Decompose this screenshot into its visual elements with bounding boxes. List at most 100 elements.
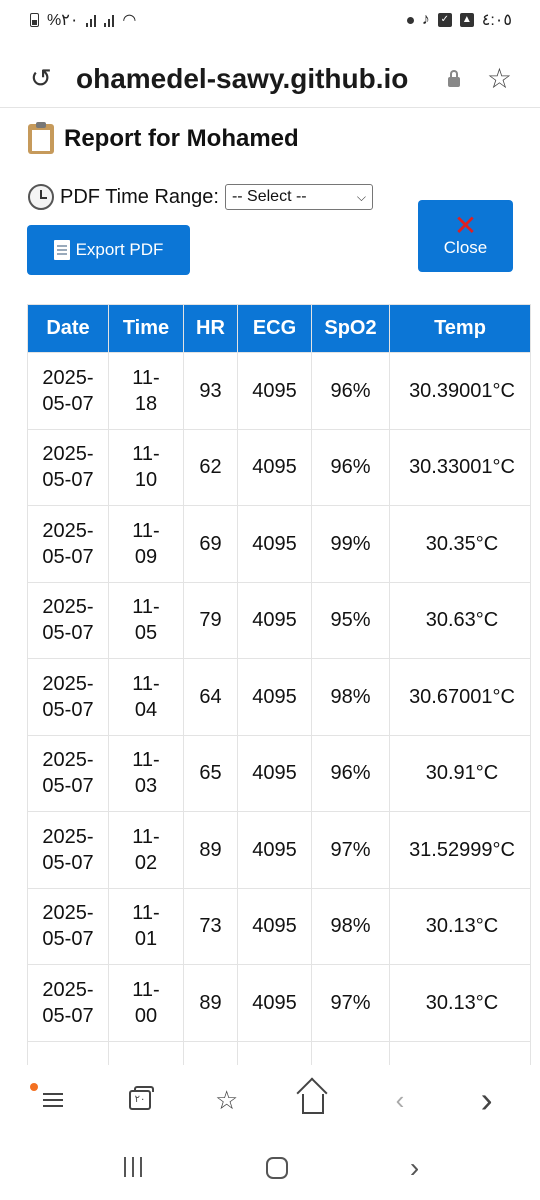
signal-icon-2 bbox=[104, 13, 115, 27]
reload-icon[interactable]: ↺ bbox=[30, 63, 52, 93]
cell-ecg: 4095 bbox=[237, 658, 312, 736]
cell-ecg: 4095 bbox=[237, 505, 312, 583]
cell-temp: 30.13°C bbox=[389, 887, 531, 965]
cell-hr: 65 bbox=[183, 734, 238, 812]
cell-temp: 30.13°C bbox=[389, 964, 531, 1042]
home-icon[interactable] bbox=[288, 1075, 338, 1125]
cell-spo2: 95% bbox=[311, 581, 390, 659]
cell-date: 2025- 05-07 bbox=[27, 581, 109, 659]
back-icon[interactable]: ‹ bbox=[395, 1084, 405, 1115]
cell-spo2: 96% bbox=[311, 352, 390, 430]
tabs-button[interactable]: ٢٠ bbox=[115, 1075, 165, 1125]
cell-ecg: 4095 bbox=[237, 352, 312, 430]
clock-icon bbox=[28, 184, 54, 210]
cell-date: 2025- 05-07 bbox=[27, 734, 109, 812]
cell-hr: 79 bbox=[183, 581, 238, 659]
time-range-row: PDF Time Range: -- Select -- ⌵ bbox=[28, 184, 373, 210]
recents-icon[interactable] bbox=[121, 1152, 145, 1184]
star-icon[interactable]: ☆ bbox=[486, 63, 512, 94]
cell-ecg: 4095 bbox=[237, 581, 312, 659]
cell-time: 11- 03 bbox=[108, 734, 184, 812]
close-button[interactable]: ✕ Close bbox=[418, 200, 513, 272]
cell-ecg: 4095 bbox=[237, 811, 312, 889]
time-range-label: PDF Time Range: bbox=[60, 185, 219, 208]
time-range-select[interactable]: -- Select -- ⌵ bbox=[224, 184, 373, 210]
url-field[interactable]: ohamedel-sawy.github.io bbox=[76, 62, 409, 94]
table-row: 2025- 05-07 11- 09 69 4095 99% 30.35°C bbox=[27, 505, 531, 583]
table-row: 2025- 05-07 11- 10 62 4095 96% 30.33001°C bbox=[27, 428, 531, 506]
table-row: 2025- 05-07 11- 04 64 4095 98% 30.67001°C bbox=[27, 658, 531, 736]
cell-time: 10- bbox=[108, 1040, 184, 1065]
notification-dot-icon bbox=[406, 16, 414, 24]
wifi-icon: ◠ bbox=[122, 12, 137, 29]
cell-hr: 89 bbox=[183, 811, 238, 889]
cell-hr: 62 bbox=[183, 428, 238, 506]
tiktok-icon: ♪ bbox=[421, 11, 430, 28]
back-nav-icon[interactable]: › bbox=[409, 1151, 420, 1183]
cell-temp bbox=[389, 1040, 531, 1065]
page-title-text: Report for Mohamed bbox=[64, 125, 299, 152]
column-header: SpO2 bbox=[311, 304, 390, 353]
column-header: ECG bbox=[237, 304, 312, 353]
cell-date: 2025- 05-07 bbox=[27, 811, 109, 889]
cell-time: 11- 05 bbox=[108, 581, 184, 659]
cell-temp: 31.52999°C bbox=[389, 811, 531, 889]
cell-ecg: 4095 bbox=[237, 887, 312, 965]
address-bar: ↺ ohamedel-sawy.github.io ☆ bbox=[0, 50, 540, 108]
cell-temp: 30.91°C bbox=[389, 734, 531, 812]
cell-time: 11- 02 bbox=[108, 811, 184, 889]
cell-ecg bbox=[237, 1040, 312, 1065]
cell-temp: 30.39001°C bbox=[389, 352, 531, 430]
cell-ecg: 4095 bbox=[237, 428, 312, 506]
table-row: 2025- 05-07 11- 05 79 4095 95% 30.63°C bbox=[27, 581, 531, 659]
check-icon: ✓ bbox=[437, 13, 452, 27]
cell-date: 2025- 05-07 bbox=[27, 352, 109, 430]
cell-temp: 30.35°C bbox=[389, 505, 531, 583]
export-pdf-button[interactable]: Export PDF bbox=[27, 225, 190, 275]
menu-icon[interactable] bbox=[28, 1075, 78, 1125]
table-row: 2025- 05-07 11- 03 65 4095 96% 30.91°C bbox=[27, 734, 531, 812]
cell-spo2: 97% bbox=[311, 964, 390, 1042]
cell-date: 2025- 05-07 bbox=[27, 887, 109, 965]
bookmarks-icon[interactable]: ☆ bbox=[214, 1084, 239, 1115]
table-row: 2025-10- bbox=[27, 1040, 531, 1065]
cell-time: 11- 09 bbox=[108, 505, 184, 583]
column-header: HR bbox=[183, 304, 238, 353]
clock-time: ٤:٠٥ bbox=[481, 12, 512, 29]
cell-hr bbox=[183, 1040, 238, 1065]
lock-icon[interactable] bbox=[445, 69, 463, 87]
table-header-row: Date Time HR ECG SpO2 Temp bbox=[27, 304, 531, 353]
forward-icon[interactable]: › bbox=[480, 1079, 493, 1120]
export-pdf-label: Export PDF bbox=[75, 240, 164, 259]
cell-spo2: 97% bbox=[311, 811, 390, 889]
home-button-icon[interactable] bbox=[266, 1156, 289, 1179]
cell-hr: 93 bbox=[183, 352, 238, 430]
cell-temp: 30.67001°C bbox=[389, 658, 531, 736]
cell-spo2: 96% bbox=[311, 734, 390, 812]
battery-percent: %٢٠ bbox=[47, 12, 79, 29]
table-row: 2025- 05-07 11- 02 89 4095 97% 31.52999°C bbox=[27, 811, 531, 889]
clipboard-icon bbox=[28, 122, 54, 154]
cell-time: 11- 00 bbox=[108, 964, 184, 1042]
cell-date: 2025- 05-07 bbox=[27, 658, 109, 736]
column-header: Temp bbox=[389, 304, 531, 353]
table-row: 2025- 05-07 11- 01 73 4095 98% 30.13°C bbox=[27, 887, 531, 965]
cell-spo2: 98% bbox=[311, 887, 390, 965]
document-icon bbox=[53, 240, 70, 260]
cell-date: 2025- 05-07 bbox=[27, 428, 109, 506]
cell-time: 11- 04 bbox=[108, 658, 184, 736]
cell-temp: 30.63°C bbox=[389, 581, 531, 659]
cell-hr: 73 bbox=[183, 887, 238, 965]
close-label: Close bbox=[443, 238, 488, 257]
page-content: Report for Mohamed PDF Time Range: -- Se… bbox=[0, 110, 540, 1065]
signal-icon bbox=[86, 13, 97, 27]
cell-spo2: 99% bbox=[311, 505, 390, 583]
column-header: Time bbox=[108, 304, 184, 353]
notification-dot bbox=[30, 1083, 39, 1091]
cell-time: 11- 10 bbox=[108, 428, 184, 506]
close-icon: ✕ bbox=[453, 210, 478, 241]
cell-date: 2025- bbox=[27, 1040, 109, 1065]
cell-date: 2025- 05-07 bbox=[27, 964, 109, 1042]
time-range-select-value: -- Select -- bbox=[231, 188, 307, 205]
status-bar: %٢٠ ◠ ♪ ✓ ▲ ٤:٠٥ bbox=[0, 0, 540, 40]
